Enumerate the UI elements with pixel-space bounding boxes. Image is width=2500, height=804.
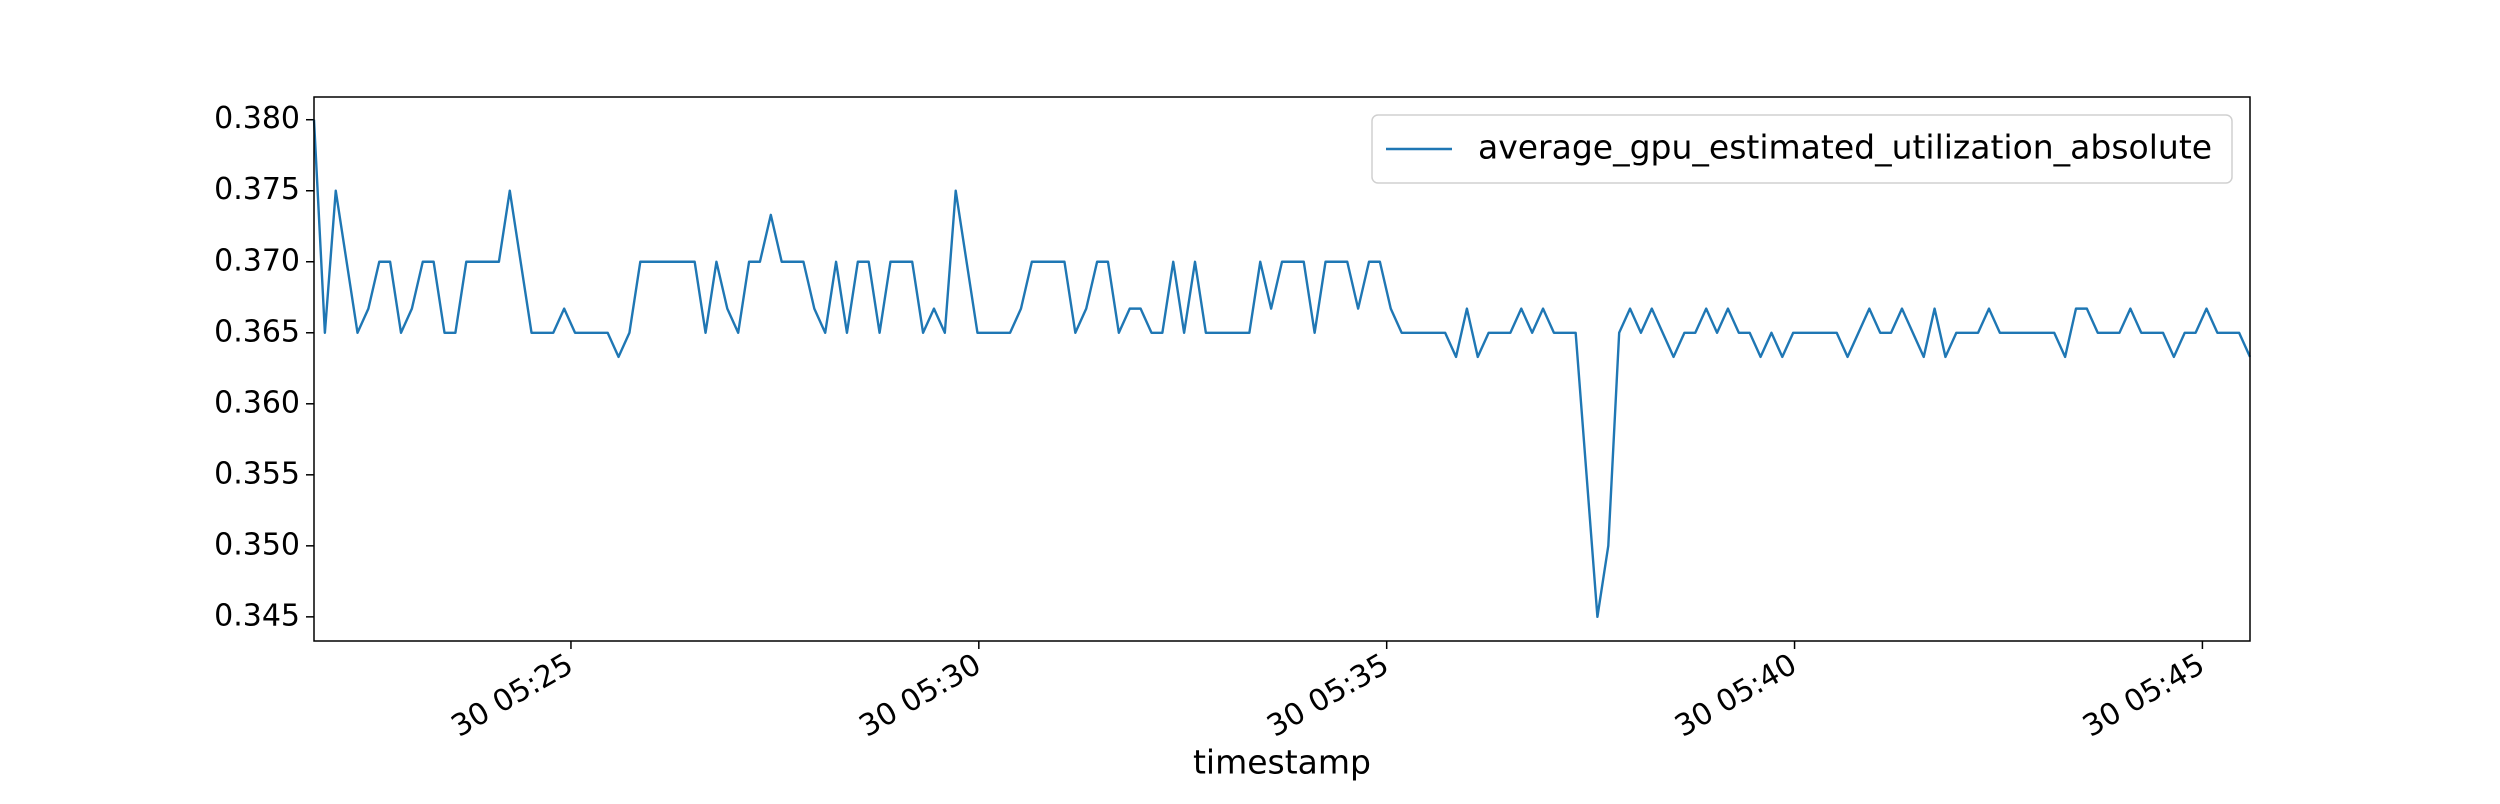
y-tick-label: 0.370 <box>214 243 300 278</box>
y-tick-label: 0.365 <box>214 314 300 349</box>
x-tick-label: 30 05:25 <box>446 647 580 744</box>
data-line <box>312 119 2252 619</box>
x-tick-label: 30 05:45 <box>2077 647 2211 744</box>
y-tick-label: 0.380 <box>214 101 300 136</box>
x-tick-label: 30 05:40 <box>1669 647 1803 744</box>
y-tick-label: 0.375 <box>214 172 300 207</box>
y-tick-label: 0.345 <box>214 598 300 633</box>
legend-box <box>1371 114 2233 184</box>
legend-label: average_gpu_estimated_utilization_absolu… <box>1478 128 2212 167</box>
x-tick-label: 30 05:35 <box>1261 647 1395 744</box>
y-tick-label: 0.350 <box>214 527 300 562</box>
y-tick-label: 0.355 <box>214 456 300 491</box>
x-tick-label: 30 05:30 <box>853 647 987 744</box>
plot-frame <box>313 96 2251 642</box>
x-axis-label: timestamp <box>1193 743 1371 782</box>
y-tick-label: 0.360 <box>214 385 300 420</box>
